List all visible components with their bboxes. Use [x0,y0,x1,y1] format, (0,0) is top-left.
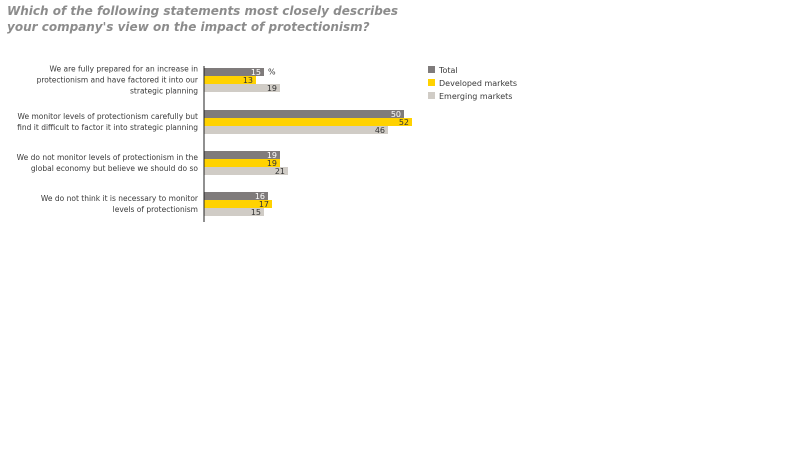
data-label: 15 [251,208,261,217]
data-label: 15 [251,68,261,77]
chart-title: Which of the following statements most c… [7,4,399,34]
data-label: 21 [275,167,285,176]
data-label: 17 [259,200,269,209]
bar [204,167,288,175]
data-label: 52 [399,118,409,127]
data-label: 46 [375,126,385,135]
data-label: 19 [267,151,277,160]
data-label: 13 [243,76,253,85]
category-label: We do not monitor levels of protectionis… [17,153,199,162]
category-label: protectionism and have factored it into … [37,76,199,85]
bar [204,192,268,200]
unit-label: % [268,68,276,77]
legend-label: Total [438,66,458,75]
bar [204,110,404,118]
legend-swatch [428,66,435,73]
data-label: 19 [267,159,277,168]
legend-swatch [428,79,435,86]
bar [204,208,264,216]
bar [204,84,280,92]
bar [204,68,264,76]
legend-label: Emerging markets [439,92,512,101]
bar [204,159,280,167]
bar [204,118,412,126]
bar [204,76,256,84]
legend-swatch [428,92,435,99]
data-label: 50 [391,110,401,119]
bar [204,200,272,208]
category-label: strategic planning [130,87,198,96]
category-label: We monitor levels of protectionism caref… [17,112,198,121]
category-label: We do not think it is necessary to monit… [41,194,199,203]
bar [204,126,388,134]
category-label: levels of protectionism [113,205,198,214]
data-label: 16 [255,192,265,201]
data-label: 19 [267,84,277,93]
category-label: find it difficult to factor it into stra… [17,123,198,132]
legend-label: Developed markets [439,79,517,88]
bar [204,151,280,159]
category-label: global economy but believe we should do … [31,164,198,173]
category-label: We are fully prepared for an increase in [50,65,199,74]
